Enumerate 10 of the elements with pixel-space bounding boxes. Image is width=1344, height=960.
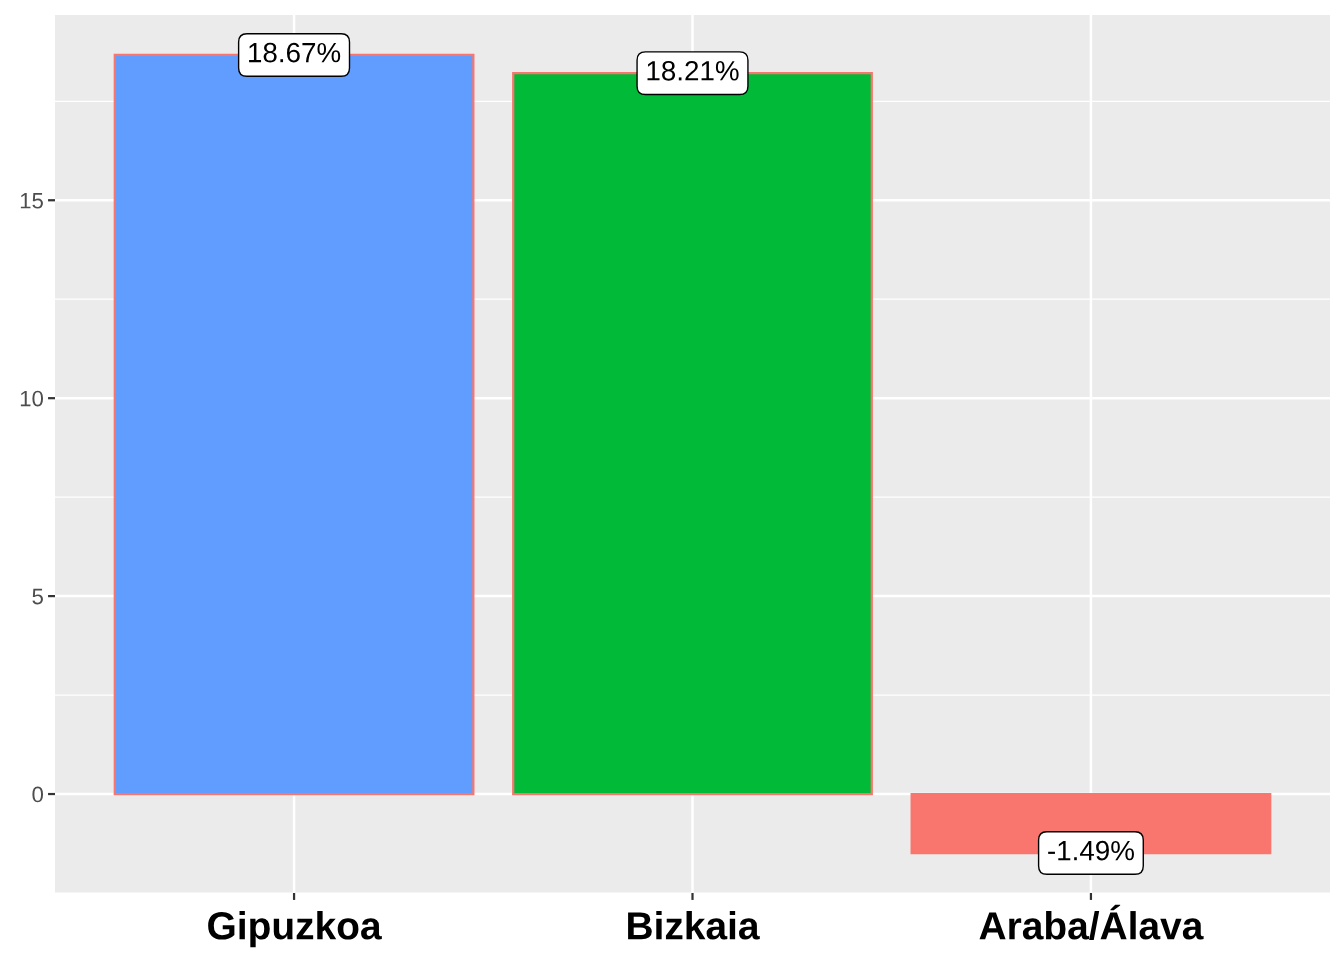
y-tick-label: 5 [32, 588, 43, 605]
data-label: -1.49% [1048, 840, 1134, 861]
x-tick-label: Gipuzkoa [208, 911, 382, 948]
y-tick-label: 15 [20, 193, 43, 209]
data-label: 18.67% [249, 42, 341, 63]
y-tick-label: 0 [32, 786, 44, 803]
x-tick-label: Araba/Álava [979, 904, 1204, 941]
x-tick-label: Bizkaia [628, 911, 760, 940]
data-label: 18.21% [647, 60, 739, 81]
y-tick-label: 10 [20, 390, 44, 407]
